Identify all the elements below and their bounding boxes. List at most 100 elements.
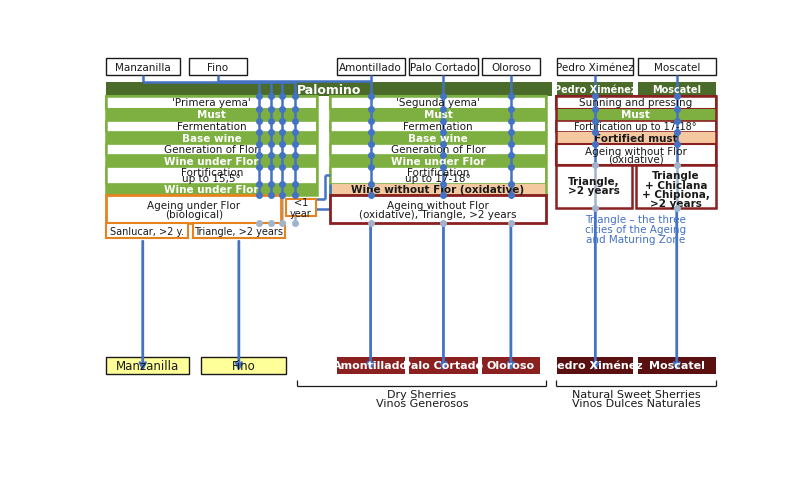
Bar (638, 357, 716, 374)
Text: Vinos Dulces Naturales: Vinos Dulces Naturales (572, 398, 701, 408)
Text: Fino: Fino (231, 359, 256, 372)
Text: Base wine: Base wine (182, 133, 242, 143)
Bar (330, 144, 545, 156)
Text: >2 years: >2 years (650, 199, 702, 209)
Text: Manzanilla: Manzanilla (115, 62, 171, 72)
Bar (107, 224, 187, 239)
Bar (286, 200, 316, 216)
Bar (107, 97, 317, 110)
Bar (330, 196, 545, 224)
Text: 'Primera yema': 'Primera yema' (172, 98, 251, 108)
Text: (oxidative), Triangle, >2 years: (oxidative), Triangle, >2 years (360, 209, 517, 219)
Bar (636, 166, 716, 208)
Bar (107, 121, 317, 133)
Text: <1
year: <1 year (290, 197, 312, 219)
Text: Ageing under Flor: Ageing under Flor (147, 200, 240, 210)
Text: Fermentation: Fermentation (403, 122, 473, 132)
Text: up to 17-18°: up to 17-18° (405, 174, 471, 184)
Text: Wine under Flor: Wine under Flor (391, 156, 485, 167)
Text: Triangle,: Triangle, (568, 176, 620, 186)
Bar (107, 110, 317, 121)
Text: up to 15,5°: up to 15,5° (183, 174, 241, 184)
Bar (556, 144, 716, 166)
Text: Sanlucar, >2 y.: Sanlucar, >2 y. (110, 226, 183, 236)
Bar (330, 97, 545, 110)
Bar (556, 97, 716, 110)
Text: Vinos Generosos: Vinos Generosos (376, 398, 468, 408)
Bar (330, 184, 545, 196)
Text: Oloroso: Oloroso (491, 62, 531, 72)
Text: Moscatel: Moscatel (649, 361, 705, 371)
Text: + Chipiona,: + Chipiona, (642, 190, 710, 199)
Text: Fortification: Fortification (407, 168, 469, 178)
Bar (409, 59, 478, 76)
Text: Moscatel: Moscatel (654, 62, 700, 72)
Text: Must: Must (197, 110, 226, 120)
Text: cities of the Ageing: cities of the Ageing (585, 225, 686, 235)
Text: Ageing without Flor: Ageing without Flor (585, 146, 686, 156)
Text: Dry Sherries: Dry Sherries (387, 389, 457, 399)
Text: Must: Must (424, 110, 453, 120)
Text: Base wine: Base wine (409, 133, 468, 143)
Text: >2 years: >2 years (568, 186, 620, 195)
Bar (107, 184, 317, 196)
Text: Triangle – the three: Triangle – the three (586, 215, 686, 225)
Bar (409, 357, 478, 374)
Bar (557, 357, 634, 374)
Text: Triangle, >2 years: Triangle, >2 years (195, 226, 284, 236)
Text: Manzanilla: Manzanilla (116, 359, 179, 372)
Bar (638, 59, 716, 76)
Text: + Chiclana: + Chiclana (645, 180, 707, 190)
Bar (330, 168, 545, 184)
Bar (556, 110, 716, 121)
Text: Amontillado: Amontillado (333, 361, 409, 371)
Text: Sunning and pressing: Sunning and pressing (579, 98, 692, 108)
Bar (189, 59, 248, 76)
Bar (107, 83, 552, 97)
Text: Pedro Ximénez: Pedro Ximénez (554, 85, 637, 95)
Text: Moscatel: Moscatel (652, 85, 701, 95)
Text: Fortification up to 17-18°: Fortification up to 17-18° (574, 122, 697, 132)
Text: 'Segunda yema': 'Segunda yema' (396, 98, 480, 108)
Bar (330, 156, 545, 168)
Bar (107, 97, 317, 196)
Text: and Maturing Zone: and Maturing Zone (586, 235, 686, 245)
Text: Fortified must: Fortified must (594, 133, 678, 143)
Bar (107, 133, 317, 144)
Bar (336, 59, 405, 76)
Bar (556, 121, 716, 133)
Bar (330, 97, 545, 196)
Bar (107, 144, 317, 156)
Bar (556, 133, 716, 144)
Text: Natural Sweet Sherries: Natural Sweet Sherries (572, 389, 701, 399)
Text: Generation of Flor: Generation of Flor (391, 145, 485, 155)
Text: Wine under Flor: Wine under Flor (164, 156, 259, 167)
Text: Oloroso: Oloroso (487, 361, 535, 371)
Text: Generation of Flor: Generation of Flor (164, 145, 259, 155)
Text: Must: Must (622, 110, 650, 120)
Text: Ageing without Flor: Ageing without Flor (387, 200, 489, 210)
Bar (330, 110, 545, 121)
Bar (557, 83, 634, 97)
Bar (336, 357, 405, 374)
Text: Pedro Ximénez: Pedro Ximénez (549, 361, 642, 371)
Text: Pedro Ximénez: Pedro Ximénez (557, 62, 634, 72)
Text: Palo Cortado: Palo Cortado (404, 361, 484, 371)
Text: Wine without Flor (oxidative): Wine without Flor (oxidative) (352, 185, 525, 195)
Bar (556, 166, 632, 208)
Bar (107, 156, 317, 168)
Bar (330, 133, 545, 144)
Text: Wine under Flor: Wine under Flor (164, 185, 259, 195)
Bar (482, 357, 541, 374)
Bar (482, 59, 541, 76)
Bar (556, 97, 716, 166)
Bar (107, 168, 317, 184)
Text: Triangle: Triangle (652, 171, 700, 181)
Text: Palo Cortado: Palo Cortado (410, 62, 477, 72)
Text: (biological): (biological) (165, 209, 223, 219)
Bar (107, 357, 189, 374)
Bar (557, 59, 634, 76)
Text: Palomino: Palomino (296, 84, 361, 96)
Text: Amontillado: Amontillado (340, 62, 402, 72)
Bar (107, 59, 180, 76)
